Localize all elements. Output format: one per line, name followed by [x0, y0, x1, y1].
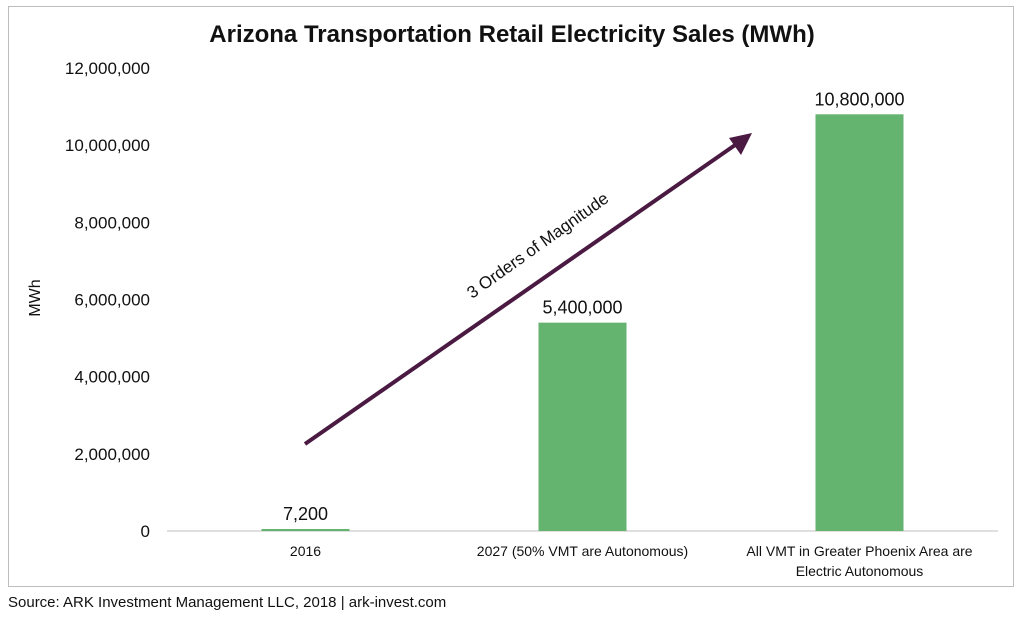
annotation-arrow: 3 Orders of Magnitude [303, 133, 752, 446]
data-label: 7,200 [283, 504, 328, 524]
y-tick-label: 2,000,000 [74, 445, 150, 464]
arrow-head [729, 133, 752, 155]
bar [261, 529, 350, 531]
bars [261, 114, 904, 532]
y-tick-label: 8,000,000 [74, 213, 150, 232]
bar [815, 114, 904, 532]
y-tick-label: 10,000,000 [65, 136, 150, 155]
x-tick-label: Electric Autonomous [796, 563, 924, 579]
data-label: 10,800,000 [814, 89, 904, 109]
data-label: 5,400,000 [542, 298, 622, 318]
y-tick-label: 12,000,000 [65, 59, 150, 78]
x-tick-label: All VMT in Greater Phoenix Area are [746, 543, 972, 559]
x-tick-label: 2027 (50% VMT are Autonomous) [477, 543, 688, 559]
data-labels: 7,200 5,400,000 10,800,000 [283, 89, 905, 524]
bar [538, 322, 627, 531]
x-tick-label: 2016 [290, 543, 321, 559]
y-axis-label: MWh [27, 279, 44, 316]
y-tick-label: 6,000,000 [74, 291, 150, 310]
chart-title: Arizona Transportation Retail Electricit… [209, 21, 814, 48]
y-tick-label: 4,000,000 [74, 368, 150, 387]
source-footer: Source: ARK Investment Management LLC, 2… [8, 594, 447, 611]
arrow-shaft [303, 141, 740, 446]
chart-frame [8, 6, 1014, 587]
y-axis-ticks: 0 2,000,000 4,000,000 6,000,000 8,000,000 10,… [65, 59, 150, 541]
y-tick-label: 0 [141, 522, 150, 541]
x-axis-ticks: 2016 2027 (50% VMT are Autonomous) All VMT… [290, 543, 973, 579]
